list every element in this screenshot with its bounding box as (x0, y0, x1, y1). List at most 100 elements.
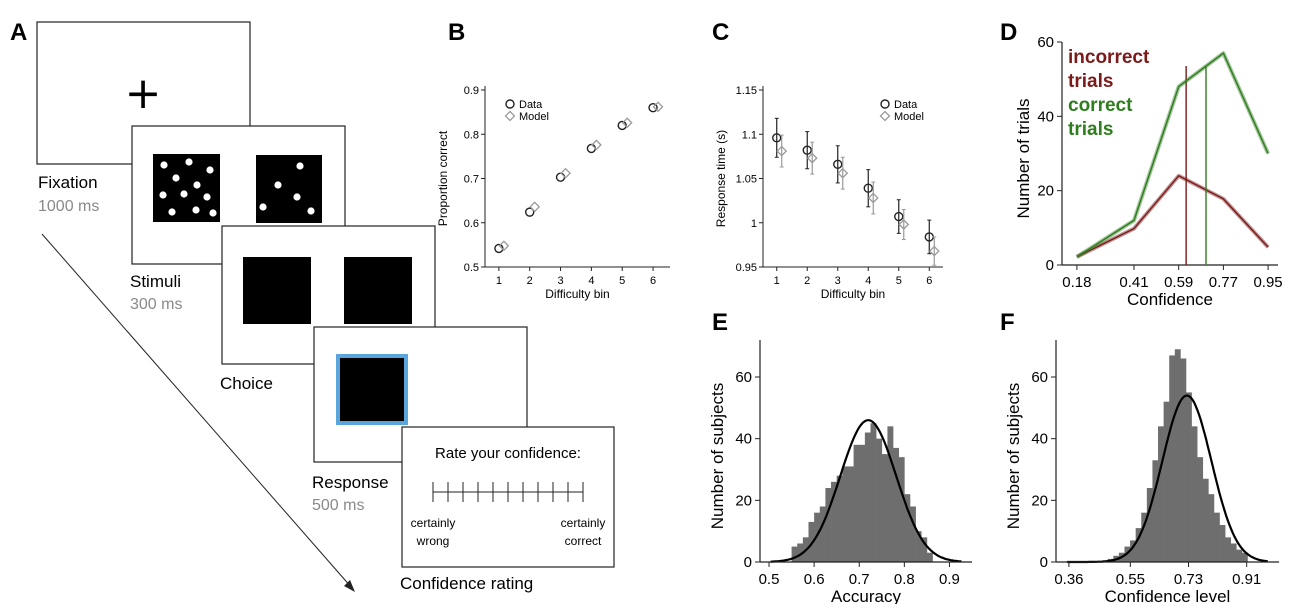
normal-fit-curve (770, 419, 962, 563)
y-tick-label: 0.95 (736, 262, 757, 274)
histogram-bar (1163, 401, 1170, 562)
x-tick-label: 3 (835, 275, 841, 287)
histogram-bar (909, 506, 916, 562)
x-tick-label: 0.77 (1209, 274, 1238, 291)
histogram-bar (1158, 426, 1164, 562)
y-tick-label: 0.5 (464, 262, 479, 274)
series-line (1076, 52, 1269, 258)
data-point (802, 145, 812, 155)
scale-right-line2: correct (565, 534, 602, 548)
histogram-bar (859, 444, 866, 562)
x-tick-label: 0.91 (1232, 571, 1261, 588)
chart-b-proportion-correct: 0.5 0.6 0.7 0.8 0.9 1 2 3 4 5 6 Difficulty bin Propo… (436, 85, 670, 301)
scale-left-line2: wrong (416, 534, 450, 548)
y-tick-label: 20 (735, 492, 752, 509)
y-tick-label: 0.8 (464, 129, 479, 141)
histogram-bar (1130, 540, 1136, 562)
model-point (867, 192, 879, 204)
model-point (590, 139, 602, 151)
histogram-bar (1236, 549, 1243, 562)
model-point (498, 240, 510, 252)
histogram-bar (887, 426, 894, 562)
model-point (928, 245, 940, 257)
histogram-bar (1135, 528, 1142, 562)
x-axis-label: Confidence level (1105, 587, 1231, 604)
histogram-bar (926, 552, 933, 562)
scale-right-line1: certainly (561, 516, 606, 530)
panel-label-c: C (712, 19, 729, 46)
y-tick-label: 0 (744, 554, 752, 571)
legend-label: correct (1068, 95, 1133, 116)
histogram-bar (1241, 552, 1248, 562)
y-tick-label: 0.7 (464, 174, 479, 186)
histogram-bar (1169, 355, 1176, 562)
data-point (648, 102, 658, 113)
histogram-bar (1219, 525, 1226, 562)
legend-label: Model (894, 111, 924, 123)
response-selected-box (336, 354, 408, 425)
model-point (652, 101, 664, 113)
data-point (863, 183, 873, 193)
y-tick-label: 0.9 (464, 85, 479, 97)
legend-label: trials (1068, 119, 1113, 140)
histogram-bar (1146, 488, 1153, 562)
y-tick-label: 60 (1031, 369, 1048, 386)
y-tick-label: 40 (1037, 108, 1054, 125)
legend-label: Model (519, 111, 549, 123)
choice-box-right (344, 257, 412, 324)
histogram-bar (1202, 478, 1209, 562)
legend-label: incorrect (1068, 47, 1150, 68)
histogram-bar (797, 543, 804, 562)
model-point (837, 167, 849, 179)
histogram-bar (1174, 349, 1181, 562)
fixation-cross: + (125, 68, 162, 119)
y-tick-label: 1.05 (736, 174, 757, 186)
x-tick-label: 0.41 (1119, 274, 1148, 291)
x-tick-label: 0.55 (1116, 571, 1145, 588)
y-tick-label: 40 (1031, 431, 1048, 448)
y-tick-label: 0.6 (464, 218, 479, 230)
histogram-bar (831, 481, 837, 562)
histogram-bar (808, 521, 815, 562)
legend-marker (505, 99, 515, 109)
x-axis-label: Accuracy (831, 587, 901, 604)
y-tick-label: 20 (1037, 183, 1054, 200)
fixation-label: Fixation (38, 173, 98, 192)
time-arrow-head (344, 580, 355, 592)
model-point (529, 201, 541, 213)
panel-label-a: A (10, 19, 27, 46)
y-axis-label: Number of subjects (1004, 383, 1023, 529)
x-tick-label: 2 (804, 275, 810, 287)
y-tick-label: 1.15 (736, 85, 757, 97)
fixation-duration: 1000 ms (38, 198, 99, 215)
histogram-bar (921, 537, 928, 562)
histogram-bar (1230, 543, 1237, 562)
rating-label: Confidence rating (400, 574, 533, 593)
rating-scale (432, 482, 584, 502)
histogram-bar (870, 423, 877, 562)
y-axis-label: Proportion correct (436, 130, 450, 226)
histogram-bar (1208, 494, 1215, 562)
x-tick-label: 4 (588, 275, 594, 287)
choice-label: Choice (220, 374, 273, 393)
data-point (525, 207, 535, 217)
x-tick-label: 0.18 (1062, 274, 1091, 291)
histogram-bar (1152, 460, 1159, 562)
rating-prompt: Rate your confidence: (435, 445, 581, 462)
y-tick-label: 1.1 (742, 129, 757, 141)
panel-label-e: E (712, 309, 728, 336)
x-tick-label: 0.9 (939, 571, 960, 588)
x-tick-label: 0.8 (894, 571, 915, 588)
legend-label: Data (519, 99, 543, 111)
x-tick-label: 1 (496, 275, 502, 287)
x-tick-label: 2 (527, 275, 533, 287)
histogram-bar (915, 531, 922, 562)
histogram-bar (1197, 457, 1204, 562)
choice-box-left (243, 257, 311, 324)
data-point (894, 211, 904, 222)
x-axis-label: Difficulty bin (545, 287, 609, 301)
model-point (560, 167, 571, 179)
data-point (555, 172, 566, 182)
histogram-bar (791, 546, 798, 562)
